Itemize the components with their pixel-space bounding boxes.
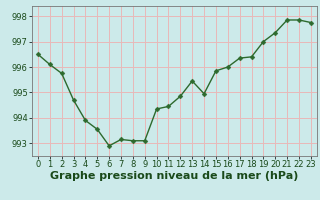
X-axis label: Graphe pression niveau de la mer (hPa): Graphe pression niveau de la mer (hPa) (50, 171, 299, 181)
